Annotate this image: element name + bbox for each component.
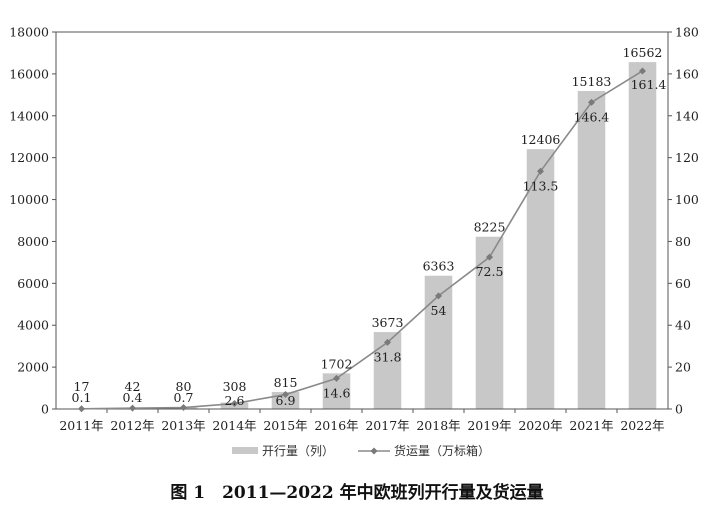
legend-label: 货运量（万标箱） — [394, 443, 490, 458]
data-labels: 17 42 80 308 815 1702 3673 6363 8225 12406 15183 16… — [72, 45, 667, 408]
bar — [577, 91, 606, 410]
bar-value-label: 17 — [74, 379, 90, 394]
bar-value-label: 3673 — [372, 315, 404, 330]
x-tick-label: 2018年 — [416, 418, 460, 433]
y2-tick-label: 20 — [675, 360, 691, 375]
y-tick-label: 0 — [41, 402, 49, 417]
bar-value-label: 815 — [274, 375, 298, 390]
legend: 开行量（列） 货运量（万标箱） — [232, 443, 490, 458]
bar — [628, 62, 657, 410]
y2-tick-label: 140 — [675, 108, 699, 123]
bar-value-label: 12406 — [521, 132, 561, 147]
line-point — [588, 98, 595, 106]
bar-value-label: 15183 — [572, 74, 612, 89]
bars — [67, 62, 657, 410]
line-value-label: 72.5 — [476, 264, 504, 279]
legend-label: 开行量（列） — [262, 444, 334, 458]
y-tick-label: 2000 — [17, 360, 49, 375]
legend-swatch-bar — [232, 447, 258, 454]
x-tick-label: 2015年 — [263, 418, 307, 433]
x-tick-label: 2020年 — [518, 418, 562, 433]
line-value-label: 2.6 — [225, 393, 245, 408]
line-point — [486, 253, 493, 261]
bar — [526, 149, 555, 410]
bar-value-label: 1702 — [321, 356, 353, 371]
x-tick-label: 2021年 — [569, 418, 613, 433]
chart: 0 2000 4000 6000 8000 10000 12000 14000 16000 180… — [9, 25, 699, 459]
bar-value-label: 308 — [223, 379, 247, 394]
line-value-label: 0.4 — [123, 390, 143, 405]
line-value-label: 161.4 — [631, 77, 667, 92]
y2-tick-label: 40 — [675, 318, 691, 333]
series-line — [81, 70, 643, 410]
y-tick-label: 8000 — [17, 234, 49, 249]
bar-value-label: 16562 — [623, 45, 663, 60]
line-series — [78, 67, 646, 413]
y2-tick-label: 60 — [675, 276, 691, 291]
bar — [475, 236, 504, 409]
line-point — [78, 405, 85, 413]
y-tick-label: 10000 — [9, 192, 49, 207]
x-tick-label: 2013年 — [161, 418, 205, 433]
bar-value-label: 8225 — [474, 220, 506, 235]
y2-tick-label: 180 — [675, 25, 699, 40]
line-value-label: 0.1 — [72, 390, 92, 405]
x-tick-label: 2011年 — [59, 418, 103, 433]
y-tick-label: 4000 — [17, 318, 49, 333]
x-tick-label: 2017年 — [365, 418, 409, 433]
x-tick-label: 2022年 — [620, 418, 664, 433]
y2-tick-label: 160 — [675, 66, 699, 81]
line-value-label: 31.8 — [374, 349, 402, 364]
line-value-label: 146.4 — [574, 109, 610, 124]
line-point — [180, 404, 187, 412]
x-tick-label: 2014年 — [212, 418, 256, 433]
legend-swatch-marker — [370, 447, 378, 455]
line-point — [231, 400, 238, 408]
bar-value-label: 6363 — [423, 259, 455, 274]
line-value-label: 0.7 — [174, 390, 194, 405]
y2-tick-label: 80 — [675, 234, 691, 249]
x-tick-label: 2016年 — [314, 418, 358, 433]
bar-value-label: 80 — [176, 379, 192, 394]
y-tick-label: 14000 — [9, 108, 49, 123]
line-point — [129, 404, 136, 412]
line-point — [537, 167, 544, 175]
line-point — [282, 391, 289, 399]
y2-tick-label: 100 — [675, 192, 699, 207]
y-tick-label: 6000 — [17, 276, 49, 291]
figure-caption: 图 1 2011—2022 年中欧班列开行量及货运量 — [170, 483, 544, 503]
y2-tick-label: 120 — [675, 150, 699, 165]
x-tick-label: 2012年 — [110, 418, 154, 433]
y-tick-label: 16000 — [9, 66, 49, 81]
line-point — [435, 292, 442, 300]
line-value-label: 6.9 — [276, 393, 296, 408]
line-value-label: 54 — [431, 303, 447, 318]
line-point — [384, 338, 391, 346]
y2-tick-label: 0 — [675, 402, 683, 417]
line-point — [333, 374, 340, 382]
y-tick-label: 12000 — [9, 150, 49, 165]
line-point — [639, 67, 646, 75]
bar-value-label: 42 — [125, 379, 141, 394]
line-value-label: 14.6 — [323, 385, 351, 400]
y-tick-label: 18000 — [9, 25, 49, 40]
x-tick-label: 2019年 — [467, 418, 511, 433]
axes: 0 2000 4000 6000 8000 10000 12000 14000 16000 180… — [9, 25, 699, 434]
line-value-label: 113.5 — [523, 178, 559, 193]
